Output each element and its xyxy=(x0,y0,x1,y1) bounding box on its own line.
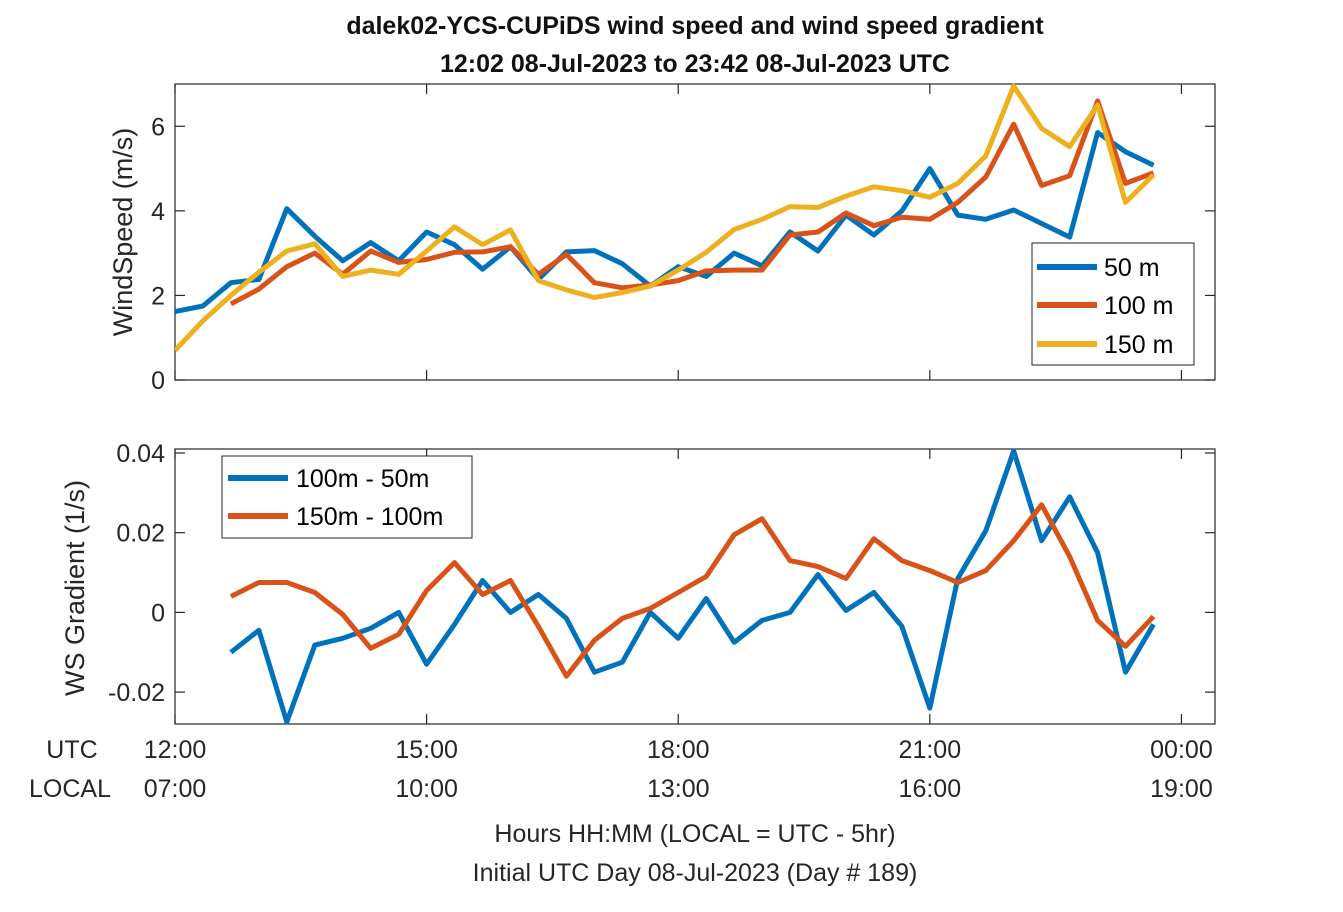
windspeed-legend: 50 m 100 m 150 m xyxy=(1031,242,1195,366)
windspeed-ylabel: WindSpeed (m/s) xyxy=(108,128,138,337)
windspeed-ytick-label: 0 xyxy=(151,367,165,395)
legend-label-100m-50m: 100m - 50m xyxy=(296,465,429,493)
legend-label-50m: 50 m xyxy=(1104,254,1160,282)
windspeed-ytick-label: 2 xyxy=(151,282,165,310)
series-line-100-m xyxy=(229,98,1155,307)
local-tick-label: 07:00 xyxy=(144,775,207,803)
gradient-series xyxy=(229,448,1156,725)
chart-title-line2: 12:02 08-Jul-2023 to 23:42 08-Jul-2023 U… xyxy=(440,50,950,78)
x-axis-label-line2: Initial UTC Day 08-Jul-2023 (Day # 189) xyxy=(473,859,918,887)
utc-row-label: UTC xyxy=(46,736,97,764)
local-tick-label: 19:00 xyxy=(1150,775,1213,803)
x-tick-labels: 12:00 07:00 15:00 10:00 18:00 13:00 21:00 16:00… xyxy=(144,736,1213,803)
gradient-ytick-label: 0.04 xyxy=(116,440,165,468)
series-line-150-m xyxy=(175,83,1156,353)
windspeed-panel: 0 2 4 6 WindSpeed (m/s) 50 m 100 m 150 m xyxy=(108,83,1216,395)
local-tick-label: 10:00 xyxy=(395,775,458,803)
legend-label-150m-100m: 150m - 100m xyxy=(296,503,443,531)
utc-tick-label: 18:00 xyxy=(647,736,710,764)
local-row-label: LOCAL xyxy=(29,775,111,803)
windspeed-ticks: 0 2 4 6 xyxy=(151,84,1215,395)
windspeed-ytick-label: 6 xyxy=(151,113,165,141)
utc-tick-label: 12:00 xyxy=(144,736,207,764)
local-tick-label: 16:00 xyxy=(899,775,962,803)
windspeed-ytick-label: 4 xyxy=(151,198,165,226)
gradient-ticks: -0.02 0 0.02 0.04 xyxy=(108,440,1215,724)
series-line-150m-100m xyxy=(229,502,1156,679)
series-line-100m-50m xyxy=(229,448,1156,725)
legend-label-150m: 150 m xyxy=(1104,331,1173,359)
legend-label-100m: 100 m xyxy=(1104,292,1173,320)
chart-title-line1: dalek02-YCS-CUPiDS wind speed and wind s… xyxy=(346,12,1044,40)
gradient-legend: 100m - 50m 150m - 100m xyxy=(221,455,473,539)
local-tick-label: 13:00 xyxy=(647,775,710,803)
utc-tick-label: 15:00 xyxy=(395,736,458,764)
gradient-ytick-label: 0 xyxy=(151,599,165,627)
gradient-ytick-label: 0.02 xyxy=(116,520,165,548)
x-axis-label-line1: Hours HH:MM (LOCAL = UTC - 5hr) xyxy=(494,820,895,848)
utc-tick-label: 21:00 xyxy=(899,736,962,764)
gradient-panel: -0.02 0 0.02 0.04 WS Gradient (1/s) 100m - … xyxy=(60,440,1216,725)
windspeed-axes-box xyxy=(174,83,1216,381)
utc-tick-label: 00:00 xyxy=(1150,736,1213,764)
gradient-ytick-label: -0.02 xyxy=(108,679,165,707)
windspeed-series xyxy=(175,83,1156,353)
gradient-axes-box xyxy=(174,448,1216,725)
gradient-ylabel: WS Gradient (1/s) xyxy=(60,480,90,696)
gradient-legend-box xyxy=(221,455,473,539)
